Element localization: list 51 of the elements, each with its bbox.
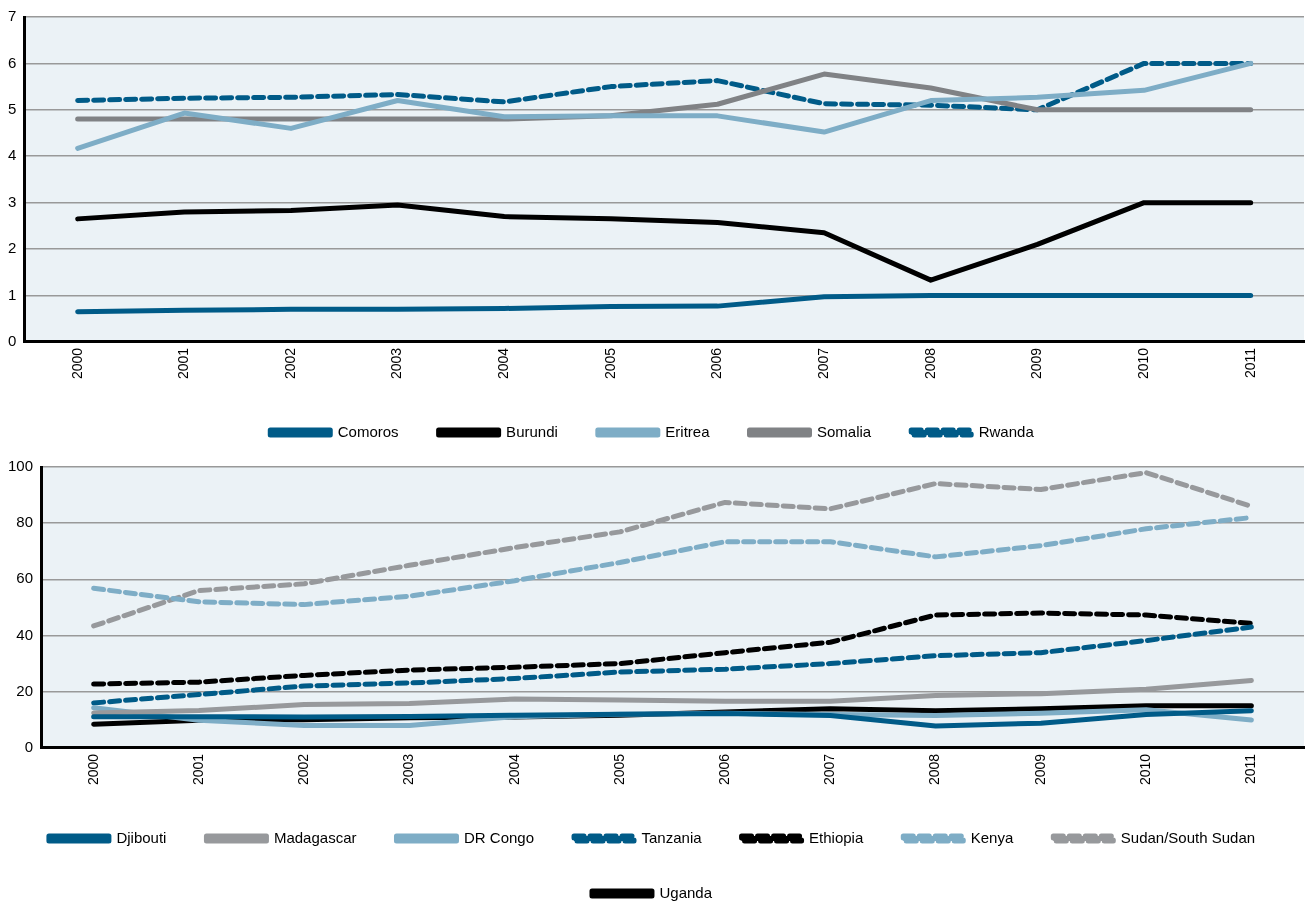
x-tick-label: 2010 [1134,347,1151,380]
legend-label: Rwanda [978,422,1035,440]
x-tick-label: 2006 [716,753,732,786]
legend-label: Uganda [659,883,713,901]
x-tick-label: 2006 [708,347,725,380]
x-tick-label: 2008 [926,753,943,786]
x-tick-label: 2007 [814,347,831,380]
x-tick-label: 2009 [1028,347,1045,380]
legend-label: Sudan/South Sudan [1120,828,1256,846]
x-tick-label: 2001 [175,347,192,380]
y-tick-label: 100 [8,457,34,475]
y-tick-label: 2 [8,239,17,257]
legend-label: Tanzania [641,828,703,846]
x-tick-label: 2000 [68,347,85,380]
y-tick-label: 6 [8,53,17,71]
legend-label: Comoros [337,422,399,440]
x-tick-label: 2003 [400,753,417,786]
x-tick-label: 2005 [610,753,627,786]
x-tick-label: 2002 [295,753,312,786]
legend-label: Ethiopia [809,828,864,846]
y-tick-label: 20 [16,681,34,699]
x-tick-label: 2005 [601,347,618,380]
x-tick-label: 2004 [505,753,522,786]
legend-label: Somalia [817,422,872,440]
x-tick-label: 2007 [821,753,838,786]
y-tick-label: 4 [8,146,17,164]
x-tick-label: 2010 [1136,753,1153,786]
x-tick-label: 2011 [1242,753,1259,784]
y-tick-label: 60 [16,569,34,587]
y-tick-label: 3 [8,192,17,210]
x-tick-label: 2003 [388,347,405,380]
y-tick-label: 7 [8,7,17,25]
y-tick-label: 0 [8,332,17,349]
y-tick-label: 1 [8,285,17,303]
x-tick-label: 2004 [495,347,512,380]
x-tick-label: 2002 [281,347,298,380]
legend-label: Djibouti [116,828,167,846]
x-tick-label: 2001 [189,753,206,786]
y-tick-label: 0 [24,738,34,755]
legend-label: Eritrea [665,422,711,440]
legend-label: Kenya [970,828,1014,846]
legend-label: DR Congo [463,828,535,846]
y-tick-label: 80 [16,513,34,531]
legend-label: Madagascar [273,828,357,846]
x-tick-label: 2000 [84,753,101,786]
legend-label: Burundi [506,422,558,440]
y-tick-label: 5 [8,99,17,117]
x-tick-label: 2009 [1031,753,1048,786]
x-tick-label: 2011 [1241,347,1258,378]
y-tick-label: 40 [16,625,34,643]
x-tick-label: 2008 [921,347,938,380]
